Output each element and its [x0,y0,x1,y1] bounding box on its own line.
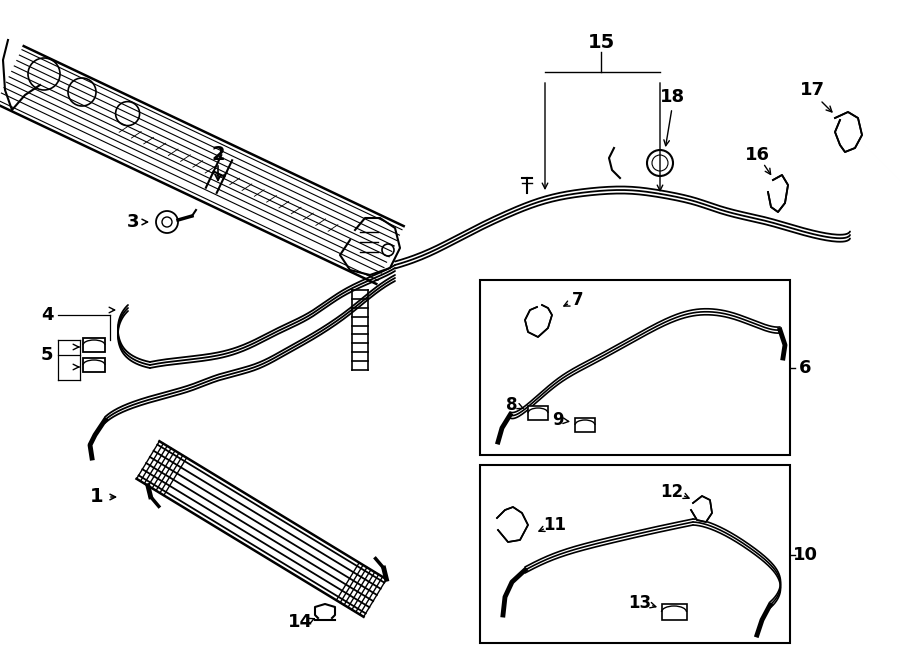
Text: 7: 7 [572,291,584,309]
Polygon shape [525,305,552,337]
Bar [528,406,548,420]
Text: 3: 3 [127,213,140,231]
Polygon shape [497,507,528,542]
Text: 17: 17 [799,81,824,99]
Text: 11: 11 [544,516,566,534]
Text: 18: 18 [660,88,685,106]
Text: 6: 6 [799,359,811,377]
Polygon shape [691,496,712,522]
Text: 12: 12 [661,483,684,501]
Text: 9: 9 [553,411,563,429]
Text: 14: 14 [287,613,312,631]
Text: 15: 15 [588,32,615,52]
Text: 16: 16 [744,146,770,164]
Text: 4: 4 [40,306,53,324]
Text: 1: 1 [90,488,104,506]
Text: 10: 10 [793,546,817,564]
Bar [662,604,687,620]
Polygon shape [768,175,788,212]
Text: 2: 2 [212,145,225,165]
Text: 5: 5 [40,346,53,364]
Text: 13: 13 [628,594,652,612]
Text: 8: 8 [506,396,518,414]
Bar [480,465,790,643]
Bar [83,358,105,372]
Polygon shape [835,112,862,152]
Bar [480,280,790,455]
Bar [575,418,595,432]
Bar [83,338,105,352]
